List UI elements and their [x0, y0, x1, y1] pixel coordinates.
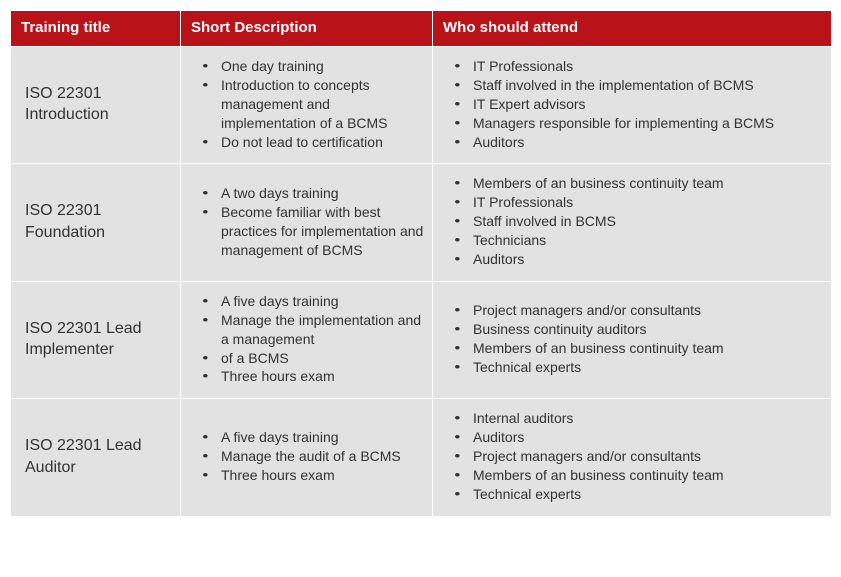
attendee-list: Internal auditorsAuditorsProject manager…	[441, 409, 823, 503]
short-description-cell: A two days trainingBecome familiar with …	[181, 164, 433, 281]
list-item: Technicians	[455, 231, 823, 250]
training-title: ISO 22301 Introduction	[19, 83, 172, 126]
list-item: A five days training	[203, 292, 424, 311]
attendee-list: Members of an business continuity teamIT…	[441, 174, 823, 268]
list-item: of a BCMS	[203, 349, 424, 368]
table-row: ISO 22301 Lead Implementer A five days tr…	[11, 281, 832, 398]
description-list: A two days trainingBecome familiar with …	[189, 184, 424, 260]
list-item: Technical experts	[455, 358, 823, 377]
who-should-attend-cell: Members of an business continuity teamIT…	[433, 164, 832, 281]
list-item: Introduction to concepts management and …	[203, 76, 424, 133]
header-short-description: Short Description	[181, 11, 433, 47]
description-list: One day trainingIntroduction to concepts…	[189, 57, 424, 151]
description-list: A five days trainingManage the audit of …	[189, 428, 424, 485]
table-row: ISO 22301 Lead Auditor A five days traini…	[11, 399, 832, 516]
training-title-cell: ISO 22301 Lead Auditor	[11, 399, 181, 516]
training-table: Training title Short Description Who sho…	[10, 10, 832, 517]
list-item: Business continuity auditors	[455, 320, 823, 339]
list-item: Internal auditors	[455, 409, 823, 428]
list-item: Auditors	[455, 133, 823, 152]
header-training-title: Training title	[11, 11, 181, 47]
list-item: Auditors	[455, 250, 823, 269]
list-item: One day training	[203, 57, 424, 76]
list-item: Do not lead to certification	[203, 133, 424, 152]
list-item: Members of an business continuity team	[455, 339, 823, 358]
list-item: IT Professionals	[455, 193, 823, 212]
attendee-list: Project managers and/or consultantsBusin…	[441, 301, 823, 377]
short-description-cell: One day trainingIntroduction to concepts…	[181, 47, 433, 164]
list-item: Managers responsible for implementing a …	[455, 114, 823, 133]
list-item: Manage the audit of a BCMS	[203, 447, 424, 466]
who-should-attend-cell: IT ProfessionalsStaff involved in the im…	[433, 47, 832, 164]
header-who-should-attend: Who should attend	[433, 11, 832, 47]
list-item: Members of an business continuity team	[455, 174, 823, 193]
list-item: Project managers and/or consultants	[455, 301, 823, 320]
training-title: ISO 22301 Lead Auditor	[19, 435, 172, 478]
list-item: A five days training	[203, 428, 424, 447]
list-item: Manage the implementation and a manageme…	[203, 311, 424, 349]
table-row: ISO 22301 Foundation A two days trainingB…	[11, 164, 832, 281]
list-item: A two days training	[203, 184, 424, 203]
training-title-cell: ISO 22301 Foundation	[11, 164, 181, 281]
list-item: Staff involved in BCMS	[455, 212, 823, 231]
list-item: Three hours exam	[203, 367, 424, 386]
table-body: ISO 22301 IntroductionOne day trainingIn…	[11, 47, 832, 517]
list-item: Auditors	[455, 428, 823, 447]
short-description-cell: A five days trainingManage the audit of …	[181, 399, 433, 516]
who-should-attend-cell: Project managers and/or consultantsBusin…	[433, 281, 832, 398]
list-item: IT Expert advisors	[455, 95, 823, 114]
list-item: Project managers and/or consultants	[455, 447, 823, 466]
header-row: Training title Short Description Who sho…	[11, 11, 832, 47]
training-title: ISO 22301 Foundation	[19, 200, 172, 243]
short-description-cell: A five days trainingManage the implement…	[181, 281, 433, 398]
training-title-cell: ISO 22301 Lead Implementer	[11, 281, 181, 398]
attendee-list: IT ProfessionalsStaff involved in the im…	[441, 57, 823, 151]
who-should-attend-cell: Internal auditorsAuditorsProject manager…	[433, 399, 832, 516]
list-item: Technical experts	[455, 485, 823, 504]
list-item: IT Professionals	[455, 57, 823, 76]
list-item: Members of an business continuity team	[455, 466, 823, 485]
training-title: ISO 22301 Lead Implementer	[19, 318, 172, 361]
training-title-cell: ISO 22301 Introduction	[11, 47, 181, 164]
list-item: Three hours exam	[203, 466, 424, 485]
list-item: Staff involved in the implementation of …	[455, 76, 823, 95]
list-item: Become familiar with best practices for …	[203, 203, 424, 260]
description-list: A five days trainingManage the implement…	[189, 292, 424, 386]
table-row: ISO 22301 Introduction One day trainingIn…	[11, 47, 832, 164]
